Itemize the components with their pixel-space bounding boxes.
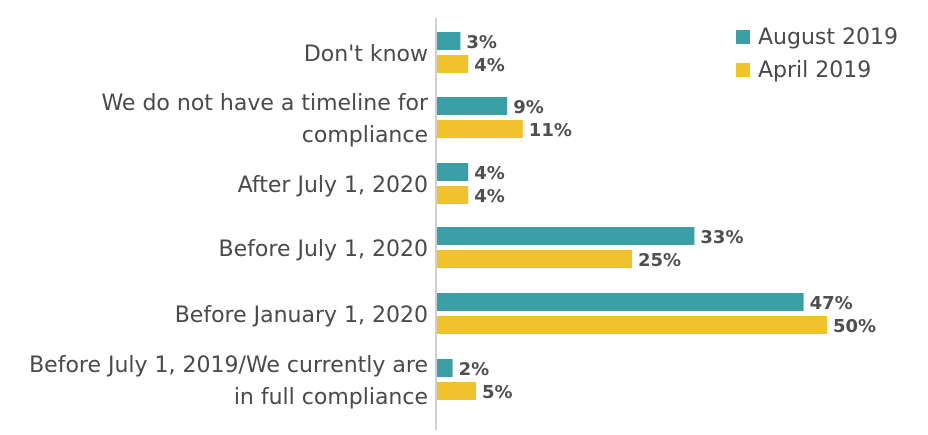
value-label: 4% [474, 186, 505, 207]
value-label: 3% [466, 32, 497, 53]
category-label: Before July 1, 2020 [219, 237, 428, 262]
value-label: 25% [638, 250, 681, 271]
bars-layer [437, 32, 827, 400]
value-label: 5% [482, 382, 513, 403]
value-label: 2% [459, 359, 490, 380]
value-labels: 3% 9% 4% 33% 47% 2% 4% 11% 4% 25% 50% 5% [459, 32, 876, 403]
bar-april-2019 [437, 120, 523, 138]
value-label: 47% [810, 293, 853, 314]
bar-august-2019 [437, 32, 461, 50]
category-labels: Don't know We do not have a timeline for c… [29, 42, 429, 410]
bar-april-2019 [437, 186, 469, 204]
value-label: 4% [474, 163, 505, 184]
bar-august-2019 [437, 227, 695, 245]
legend-swatch [736, 63, 750, 77]
legend-swatch [736, 30, 750, 44]
value-label: 4% [474, 55, 505, 76]
bar-august-2019 [437, 163, 469, 181]
bar-august-2019 [437, 97, 508, 115]
category-label: We do not have a timeline for [101, 91, 428, 116]
legend-label: August 2019 [758, 25, 898, 50]
bar-august-2019 [437, 359, 453, 377]
category-label: compliance [302, 123, 428, 148]
category-label: in full compliance [234, 385, 428, 410]
bar-april-2019 [437, 382, 476, 400]
legend: August 2019 April 2019 [736, 25, 898, 83]
bar-august-2019 [437, 293, 804, 311]
category-label: Before July 1, 2019/We currently are [29, 353, 428, 378]
value-label: 11% [529, 120, 572, 141]
value-label: 9% [513, 97, 544, 118]
bar-april-2019 [437, 250, 632, 268]
category-label: Don't know [304, 42, 428, 67]
bar-april-2019 [437, 55, 469, 73]
value-label: 33% [700, 227, 743, 248]
value-label: 50% [833, 316, 876, 337]
legend-label: April 2019 [758, 58, 871, 83]
category-label: After July 1, 2020 [238, 173, 428, 198]
category-label: Before January 1, 2020 [175, 303, 428, 328]
bar-april-2019 [437, 316, 827, 334]
